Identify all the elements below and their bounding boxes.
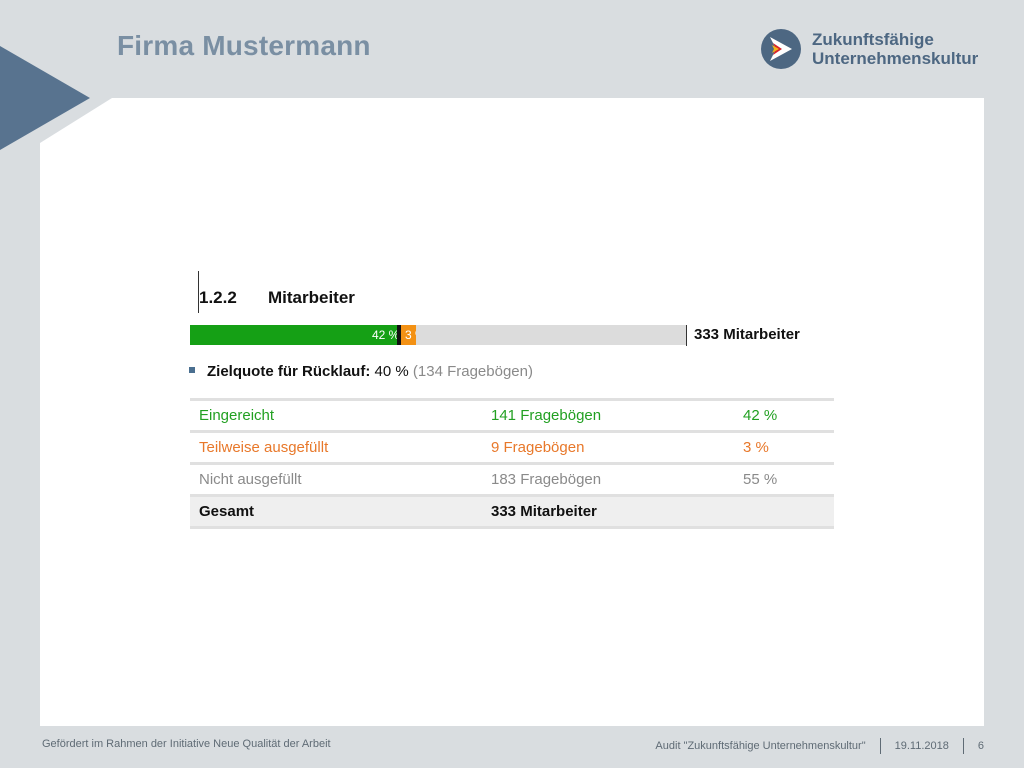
row-count: 9 Fragebögen — [482, 430, 734, 464]
footer-funding-note: Gefördert im Rahmen der Initiative Neue … — [42, 738, 331, 750]
progress-partial-segment — [401, 325, 416, 345]
section-marker — [198, 271, 199, 313]
row-percent: 3 % — [734, 430, 834, 464]
row-count: 183 Fragebögen — [482, 462, 734, 496]
progress-submitted-label: 42 % — [372, 328, 397, 342]
page-title: Firma Mustermann — [117, 30, 371, 61]
progress-divider — [686, 325, 687, 346]
target-detail: (134 Fragebögen) — [412, 363, 533, 380]
arrow-logo-icon — [761, 29, 801, 69]
table-total-row: Gesamt 333 Mitarbeiter — [190, 494, 834, 529]
total-label: Gesamt — [190, 494, 482, 529]
section-heading: 1.2.2 Mitarbeiter — [199, 288, 355, 308]
logo-text: Zukunftsfähige Unternehmenskultur — [812, 30, 978, 68]
logo-line-2: Unternehmenskultur — [812, 49, 979, 68]
table-row: Eingereicht 141 Fragebögen 42 % — [190, 398, 834, 432]
progress-partial-label: 3 % — [405, 328, 416, 342]
logo: Zukunftsfähige Unternehmenskultur — [760, 28, 978, 70]
section-title: Mitarbeiter — [268, 288, 355, 307]
footer-divider — [962, 738, 964, 754]
table-row: Teilweise ausgefüllt 9 Fragebögen 3 % — [190, 430, 834, 464]
footer-meta: Audit "Zukunftsfähige Unternehmenskultur… — [655, 738, 984, 754]
progress-total: 333 Mitarbeiter — [694, 326, 800, 343]
progress-submitted-segment — [190, 325, 398, 345]
row-label: Teilweise ausgefüllt — [190, 430, 482, 464]
target-label: Zielquote für Rücklauf: — [207, 363, 371, 380]
footer-audit: Audit "Zukunftsfähige Unternehmenskultur… — [655, 740, 866, 752]
total-count: 333 Mitarbeiter — [482, 494, 734, 529]
progress-target-marker — [397, 325, 401, 345]
response-progress-bar: 42 % 3 % — [190, 325, 686, 345]
row-percent: 42 % — [734, 398, 834, 432]
footer-date: 19.11.2018 — [894, 740, 949, 752]
table-row: Nicht ausgefüllt 183 Fragebögen 55 % — [190, 462, 834, 496]
row-count: 141 Fragebögen — [482, 398, 734, 432]
row-percent: 55 % — [734, 462, 834, 496]
total-percent — [734, 494, 834, 529]
row-label: Nicht ausgefüllt — [190, 462, 482, 496]
target-percent: 40 % — [374, 363, 409, 380]
logo-line-1: Zukunftsfähige — [812, 30, 934, 49]
page-number: 6 — [977, 740, 984, 752]
bullet-icon — [189, 367, 195, 374]
footer-divider — [879, 738, 881, 754]
response-table: Eingereicht 141 Fragebögen 42 % Teilweis… — [190, 398, 834, 529]
section-number: 1.2.2 — [199, 288, 237, 307]
target-quota: Zielquote für Rücklauf: 40 % (134 Frageb… — [189, 363, 533, 380]
row-label: Eingereicht — [190, 398, 482, 432]
